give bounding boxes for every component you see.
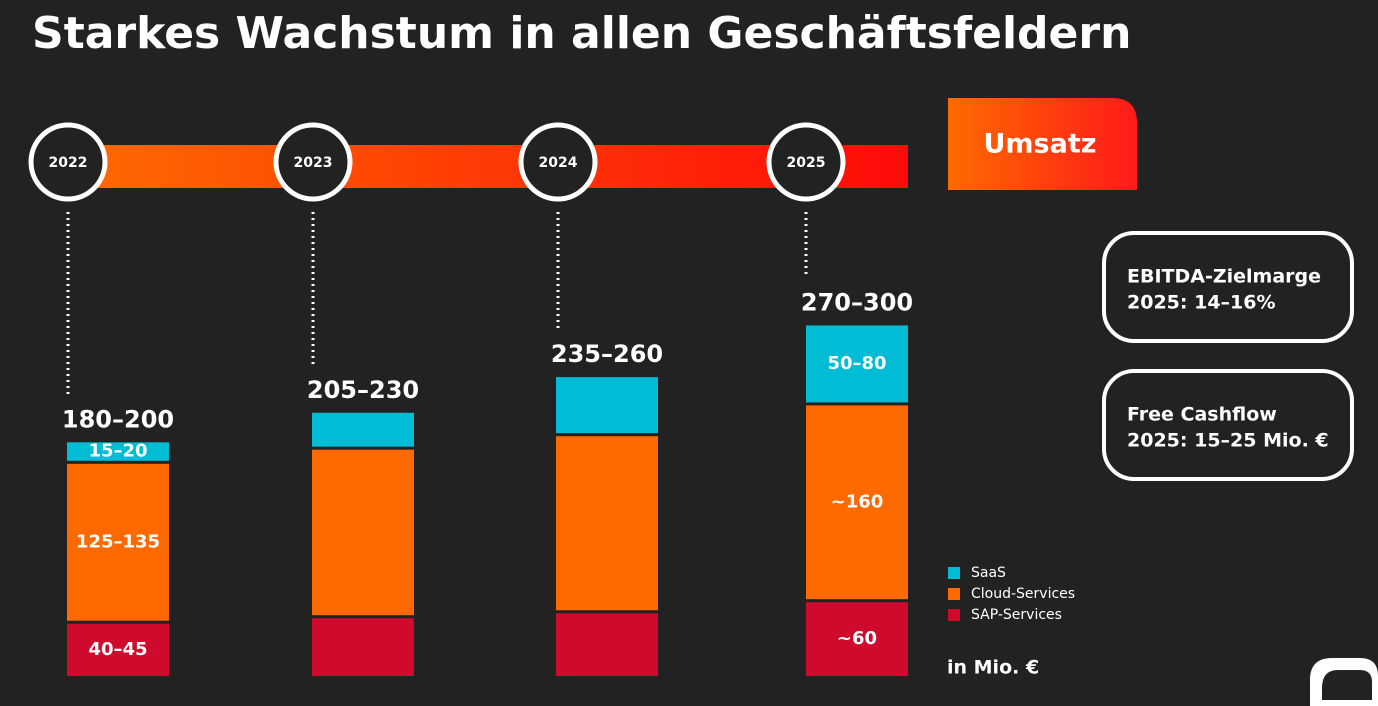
value-label: 125–135: [76, 531, 160, 552]
value-label: 50–80: [827, 353, 886, 374]
value-label: 40–45: [88, 639, 147, 660]
bar-segment: [556, 436, 658, 611]
bar-segment: [312, 412, 414, 447]
legend-swatch: [948, 588, 960, 600]
bar-segment: [556, 613, 658, 676]
callout-box: [1102, 231, 1354, 343]
unit-label: in Mio. €: [947, 657, 1039, 679]
bar-segment: [67, 463, 169, 621]
year-circle: [28, 122, 108, 202]
bar-segment: [806, 602, 908, 676]
legend-label: SAP-Services: [971, 607, 1062, 623]
bar-segment: [806, 405, 908, 600]
year-label: 2023: [294, 155, 333, 171]
bar-segment: [67, 442, 169, 461]
value-label: ~160: [831, 491, 884, 512]
bar-segment: [67, 623, 169, 676]
bar-segment: [556, 377, 658, 434]
callout-heading: Free Cashflow: [1127, 404, 1277, 426]
callout-heading: EBITDA-Zielmarge: [1127, 266, 1321, 288]
callout-box: [1102, 369, 1354, 481]
year-label: 2024: [539, 155, 578, 171]
legend-label: SaaS: [971, 565, 1006, 581]
callout-text: 2025: 14–16%: [1127, 292, 1276, 314]
legend-swatch: [948, 567, 960, 579]
bar-segment: [312, 618, 414, 676]
legend-label: Cloud-Services: [971, 586, 1075, 602]
year-circle: [273, 122, 353, 202]
chart-title: Starkes Wachstum in allen Geschäftsfelde…: [32, 8, 1131, 59]
logo: [1310, 658, 1378, 706]
banner-box: [948, 98, 1137, 190]
total-label: 205–230: [307, 376, 419, 404]
total-label: 270–300: [801, 288, 913, 316]
year-circle: [766, 122, 846, 202]
callout-text: 2025: 15–25 Mio. €: [1127, 430, 1329, 452]
bar-segment: [312, 449, 414, 616]
bar-segment: [806, 325, 908, 403]
year-label: 2022: [49, 155, 88, 171]
value-label: ~60: [837, 628, 877, 649]
total-label: 180–200: [62, 405, 174, 433]
year-label: 2025: [787, 155, 826, 171]
banner: Umsatz: [984, 129, 1097, 160]
total-label: 235–260: [551, 340, 663, 368]
year-circle: [518, 122, 598, 202]
legend-swatch: [948, 609, 960, 621]
value-label: 15–20: [88, 441, 147, 462]
